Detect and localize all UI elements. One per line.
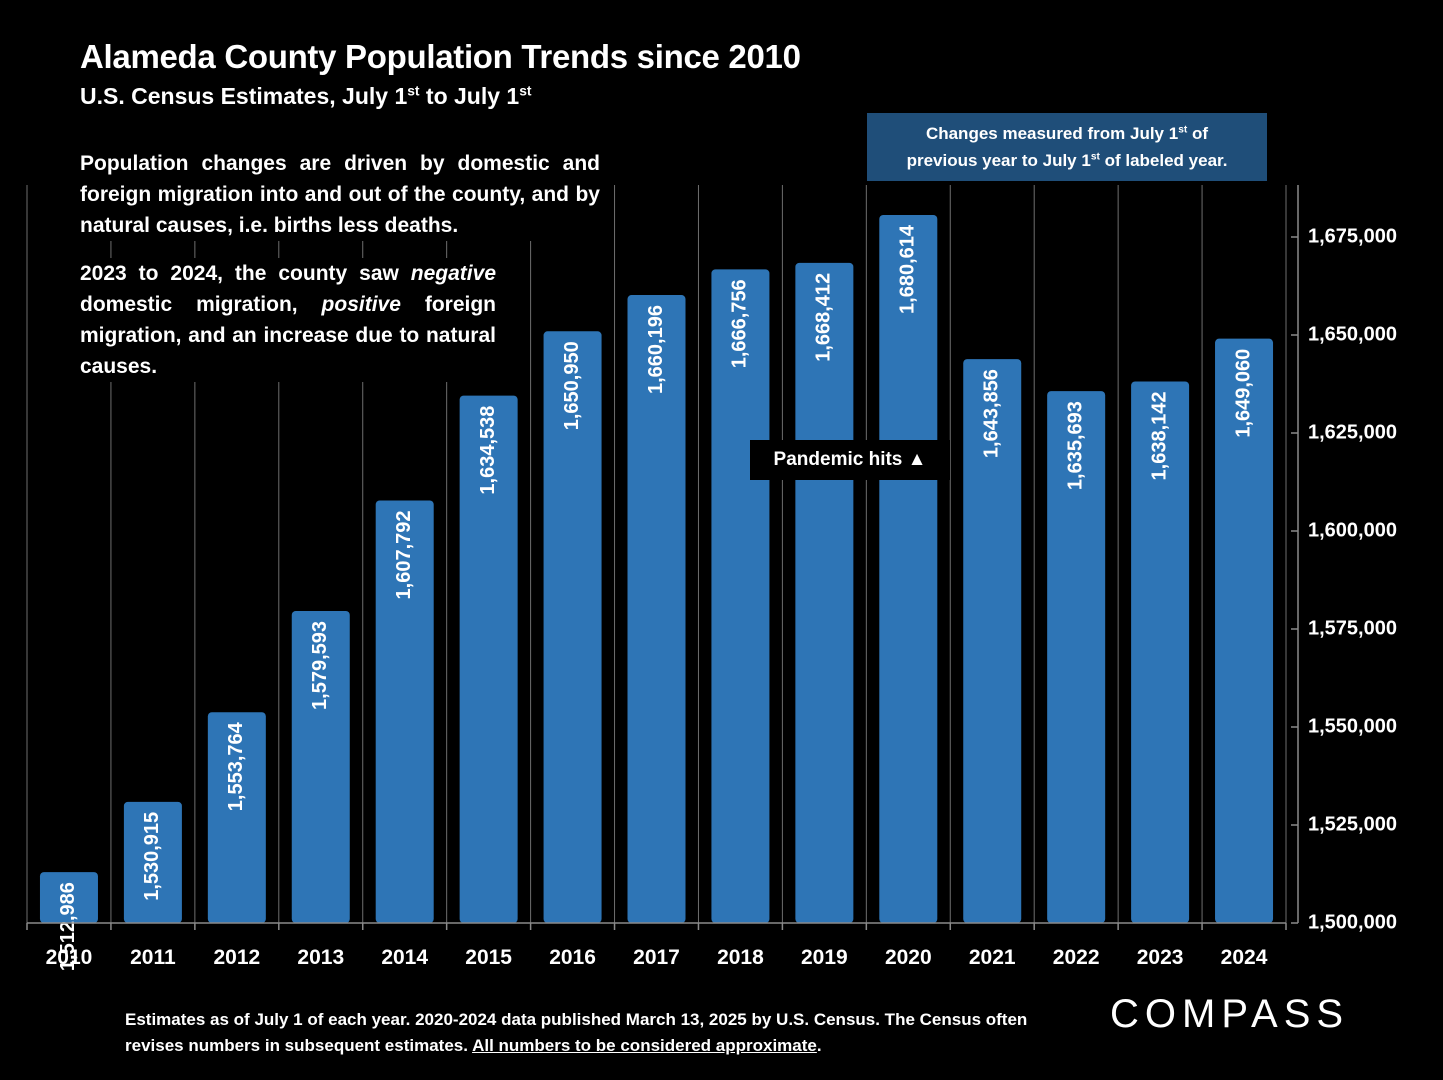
y-tick-label: 1,500,000 (1308, 911, 1397, 933)
bar-2014 (375, 500, 434, 923)
x-tick-label-2013: 2013 (297, 946, 344, 969)
x-tick-label-2020: 2020 (885, 946, 932, 969)
bar-2023 (1131, 381, 1190, 923)
grid-lines (26, 185, 1287, 923)
value-label-2013: 1,579,593 (309, 621, 331, 710)
value-label-2024: 1,649,060 (1232, 349, 1254, 438)
description-2023-2024: 2023 to 2024, the county saw negative do… (80, 258, 496, 382)
axes: 2010 2011 2012 2013 2014 2015 2016 2017 2018 2019… (26, 185, 1397, 969)
x-tick-label-2015: 2015 (465, 946, 512, 969)
bar-2015 (459, 395, 518, 923)
value-label-2023: 1,638,142 (1148, 391, 1170, 480)
x-tick-label-2023: 2023 (1137, 946, 1184, 969)
bar-2018 (711, 269, 770, 923)
compass-logo: COMPASS (1110, 992, 1350, 1036)
value-label-2016: 1,650,950 (561, 341, 583, 430)
description-drivers: Population changes are driven by domesti… (80, 148, 600, 241)
x-tick-label-2011: 2011 (130, 946, 176, 969)
chart-subtitle: U.S. Census Estimates, July 1st to July … (80, 83, 532, 109)
x-tick-label-2016: 2016 (549, 946, 596, 969)
value-label-2010: 1,512,986 (57, 882, 79, 971)
bar-2013 (291, 610, 350, 923)
value-label-2011: 1,530,915 (141, 812, 163, 901)
y-tick-label: 1,625,000 (1308, 421, 1397, 443)
bar-2022 (1047, 391, 1106, 923)
x-tick-label-2017: 2017 (633, 946, 680, 969)
value-label-2019: 1,668,412 (813, 273, 835, 362)
x-tick-label-2014: 2014 (381, 946, 428, 969)
measurement-note: Changes measured from July 1st of previo… (867, 113, 1267, 181)
bar-2019 (795, 262, 854, 923)
bar-2021 (963, 359, 1022, 923)
bar-2020 (879, 214, 938, 924)
pandemic-annotation: Pandemic hits ▲ (750, 440, 950, 480)
x-tick-label-2024: 2024 (1221, 946, 1268, 969)
x-tick-label-2021: 2021 (969, 946, 1016, 969)
value-label-2020: 1,680,614 (897, 224, 919, 314)
chart-title: Alameda County Population Trends since 2… (80, 38, 801, 75)
value-label-2022: 1,635,693 (1064, 401, 1086, 490)
bar-2012 (207, 712, 266, 923)
y-tick-label: 1,675,000 (1308, 225, 1397, 247)
value-label-2021: 1,643,856 (981, 369, 1003, 458)
y-tick-label: 1,600,000 (1308, 519, 1397, 541)
bar-2016 (543, 331, 602, 923)
y-tick-label: 1,525,000 (1308, 813, 1397, 835)
x-tick-label-2018: 2018 (717, 946, 764, 969)
value-label-2015: 1,634,538 (477, 406, 499, 495)
bar-2017 (627, 295, 686, 923)
y-tick-label: 1,575,000 (1308, 617, 1397, 639)
bar-2010 (39, 872, 98, 923)
footer-note: Estimates as of July 1 of each year. 202… (125, 1010, 1028, 1055)
bar-2024 (1215, 338, 1274, 923)
x-tick-label-2019: 2019 (801, 946, 848, 969)
value-label-2017: 1,660,196 (645, 305, 667, 394)
value-label-2012: 1,553,764 (225, 721, 247, 811)
y-tick-label: 1,650,000 (1308, 323, 1397, 345)
value-label-2018: 1,666,756 (729, 279, 751, 368)
x-tick-label-2010: 2010 (46, 946, 93, 969)
bar-2011 (123, 801, 182, 923)
x-tick-label-2022: 2022 (1053, 946, 1100, 969)
x-tick-label-2012: 2012 (213, 946, 260, 969)
value-label-2014: 1,607,792 (393, 510, 415, 599)
y-tick-label: 1,550,000 (1308, 715, 1397, 737)
bars: 1,512,986 1,530,915 1,553,764 1,579,593 1,60… (39, 214, 1274, 971)
